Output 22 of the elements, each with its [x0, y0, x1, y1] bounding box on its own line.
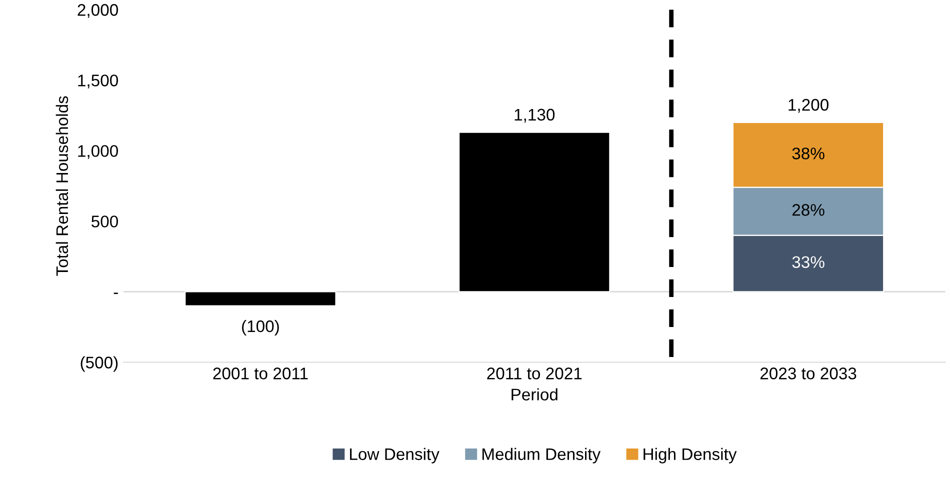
annotation: 33% — [792, 256, 824, 268]
y-tick-label: 1,000 — [78, 145, 118, 159]
y-tick-label: 500 — [92, 216, 118, 228]
x-tick-label: 2023 to 2033 — [760, 368, 856, 380]
legend-label: High Density — [644, 448, 737, 464]
y-tick-label: 2,000 — [78, 4, 118, 18]
y-tick-label: - — [114, 292, 118, 294]
x-tick-label: 2001 to 2011 — [213, 368, 308, 380]
y-axis-title: Total Rental Households — [56, 96, 68, 276]
legend-label: Low Density — [350, 448, 440, 464]
y-tick-label: 1,500 — [78, 74, 118, 88]
total-label: 1,200 — [788, 98, 828, 113]
x-tick-label: 2011 to 2021 — [487, 368, 582, 380]
data-label: (100) — [242, 320, 279, 336]
bar — [458, 132, 610, 292]
bar — [184, 291, 336, 306]
data-label: 1,130 — [514, 108, 555, 123]
x-axis-title: Period — [512, 388, 558, 400]
annotation: 38% — [792, 148, 824, 160]
annotation: 28% — [792, 204, 824, 216]
y-tick-label: (500) — [80, 356, 118, 372]
legend-label: Medium Density — [482, 448, 601, 464]
